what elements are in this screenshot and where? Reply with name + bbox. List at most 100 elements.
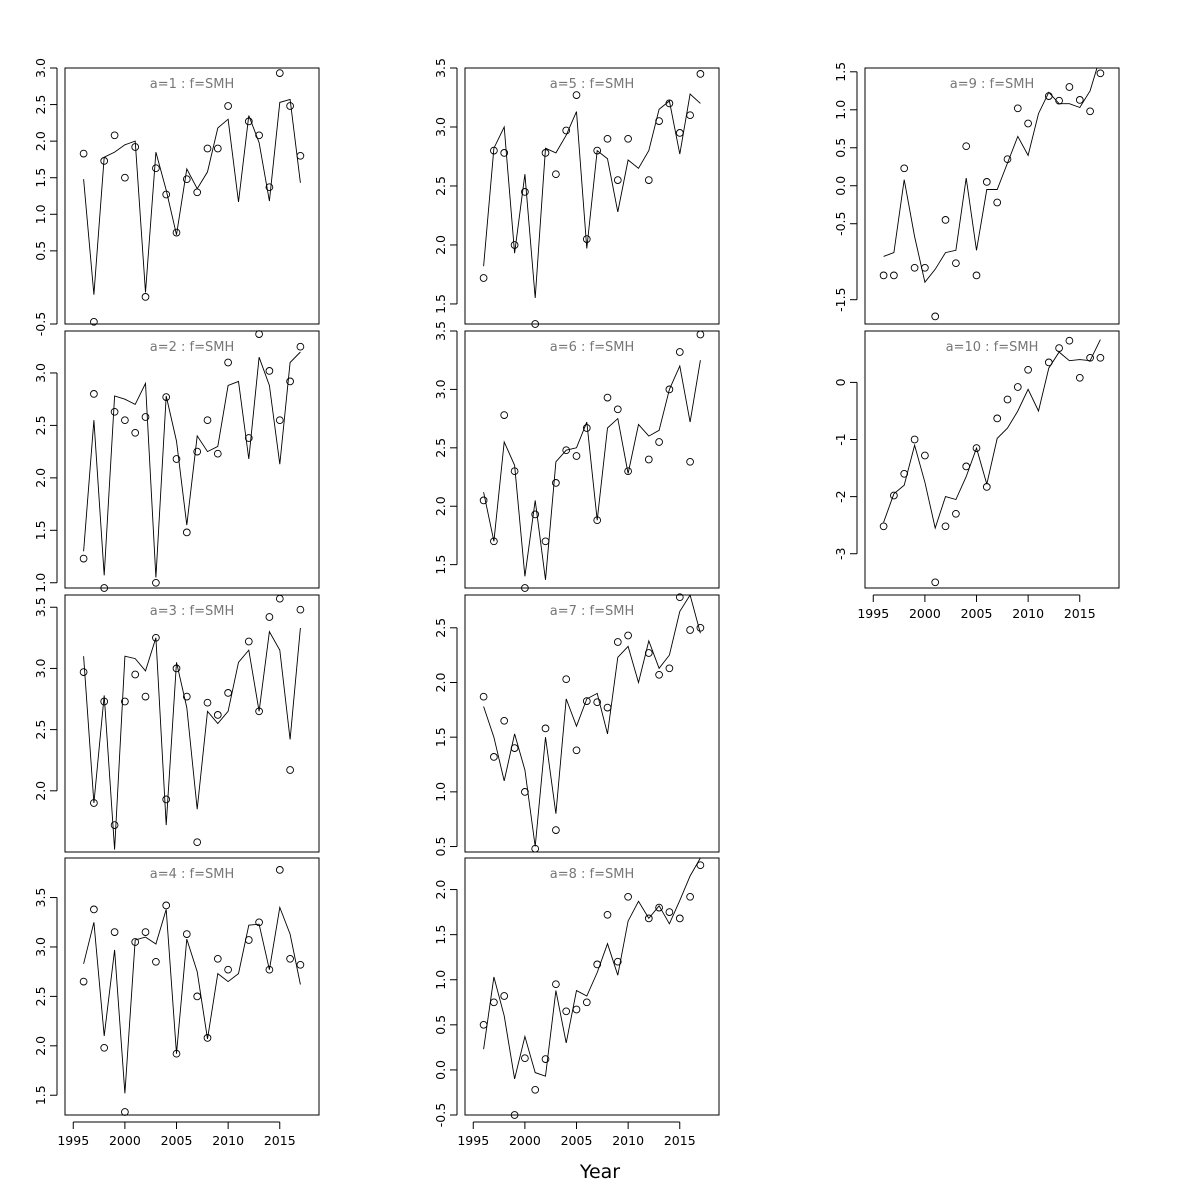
observed-point [182, 692, 191, 701]
y-tick-label: 0.5 [33, 241, 48, 261]
observed-point [572, 1005, 581, 1014]
panel-title: a=7 : f=SMH [550, 604, 635, 619]
observed-point [213, 449, 222, 458]
observed-point [644, 176, 653, 184]
observed-point [644, 455, 653, 464]
observed-point [531, 1085, 540, 1094]
observed-point [982, 483, 991, 491]
y-tick-label: -0.5 [33, 312, 48, 336]
x-tick-label: 2000 [909, 606, 941, 621]
panel-a2: 1.0 1.5 2.0 2.5 3.0 a=2 : f=SMH [33, 330, 320, 593]
observed-point [541, 1055, 550, 1063]
observed-point [1024, 119, 1032, 128]
observed-point [531, 844, 540, 853]
y-tick-label: 1.0 [433, 782, 448, 802]
observed-point [952, 509, 960, 518]
x-tick-label: 1995 [457, 1133, 489, 1148]
y-tick-label: 3.0 [33, 363, 48, 383]
y-tick-label: -3 [833, 547, 848, 559]
panel-a5: 1.5 2.0 2.5 3.0 3.5 a=5 : f=SMH [433, 58, 720, 328]
x-tick-label: 1995 [57, 1133, 89, 1148]
observed-point [675, 348, 684, 356]
observed-point [141, 928, 150, 936]
observed-point [244, 936, 253, 944]
panels-layer: -0.5 0.5 1.0 1.5 2.0 2.5 3.0 a=1 : f=SMH 1.0 1.5 2… [33, 58, 1120, 1127]
observed-point [90, 799, 98, 807]
observed-point [213, 954, 222, 963]
observed-point [224, 689, 232, 697]
observed-point [603, 703, 612, 712]
y-tick-label: 1.5 [33, 168, 48, 188]
observed-point [655, 117, 663, 125]
observed-point [582, 424, 591, 432]
observed-point [121, 416, 129, 425]
y-tick-label: 1.5 [433, 925, 448, 945]
plot-frame [64, 330, 320, 589]
observed-point [255, 918, 263, 927]
observed-point [121, 697, 129, 706]
plot-frame [64, 594, 320, 853]
y-tick-label: -2 [833, 490, 848, 502]
y-tick-label: 0.5 [433, 837, 448, 857]
observed-point [890, 491, 898, 500]
observed-point [510, 744, 519, 752]
observed-point [572, 746, 581, 755]
fitted-line [83, 905, 301, 1094]
observed-point [296, 605, 305, 614]
observed-point [655, 903, 663, 912]
observed-point [510, 241, 519, 249]
y-tick-label: 1.0 [33, 204, 48, 224]
observed-point [900, 164, 909, 173]
plot-area [483, 595, 701, 847]
observed-point [582, 998, 591, 1007]
observed-point [613, 638, 622, 646]
observed-point [910, 435, 919, 444]
observed-point [562, 126, 571, 135]
observed-point [500, 149, 509, 157]
y-tick-label: 3.0 [433, 379, 448, 399]
panel-a10: -3 -2 -1 0 a=10 : f=SMH [833, 330, 1120, 589]
observed-point [100, 697, 109, 706]
y-tick-label: 2.5 [433, 618, 448, 638]
y-tick-label: 2.5 [433, 176, 448, 196]
observed-point [879, 271, 888, 280]
observed-point [552, 826, 560, 834]
y-tick-label: 0.0 [433, 1060, 448, 1080]
observed-point [275, 594, 284, 603]
observed-point [890, 271, 898, 280]
y-tick-label: 0.5 [833, 138, 848, 158]
panel-title: a=5 : f=SMH [550, 77, 635, 92]
y-tick-label: 2.0 [33, 131, 48, 151]
observed-point [1003, 395, 1012, 404]
plot-area [483, 93, 701, 299]
observed-point [910, 263, 919, 272]
observed-point [479, 692, 488, 701]
observed-point [500, 716, 509, 725]
panel-title: a=1 : f=SMH [150, 77, 235, 92]
observed-point [296, 960, 305, 969]
x-axis-title: Year [579, 1161, 620, 1183]
observed-point [479, 1020, 488, 1029]
panel-title: a=6 : f=SMH [550, 340, 635, 355]
observed-point [182, 528, 191, 537]
observed-point [172, 455, 181, 463]
observed-point [182, 175, 191, 184]
observed-point [162, 190, 171, 199]
observed-point [244, 637, 253, 646]
observed-point [193, 447, 202, 456]
observed-point [141, 413, 150, 421]
observed-point [552, 170, 560, 179]
observed-point [265, 183, 274, 192]
observed-point [982, 178, 991, 186]
observed-point [686, 892, 694, 901]
y-tick-label: 2.0 [33, 468, 48, 488]
plot-frame [864, 67, 1120, 325]
observed-point [152, 957, 160, 966]
observed-point [286, 766, 294, 774]
observed-point [162, 393, 171, 401]
y-tick-label: 0.5 [433, 1015, 448, 1035]
observed-point [490, 537, 498, 546]
observed-point [286, 377, 294, 386]
observed-point [162, 901, 171, 910]
